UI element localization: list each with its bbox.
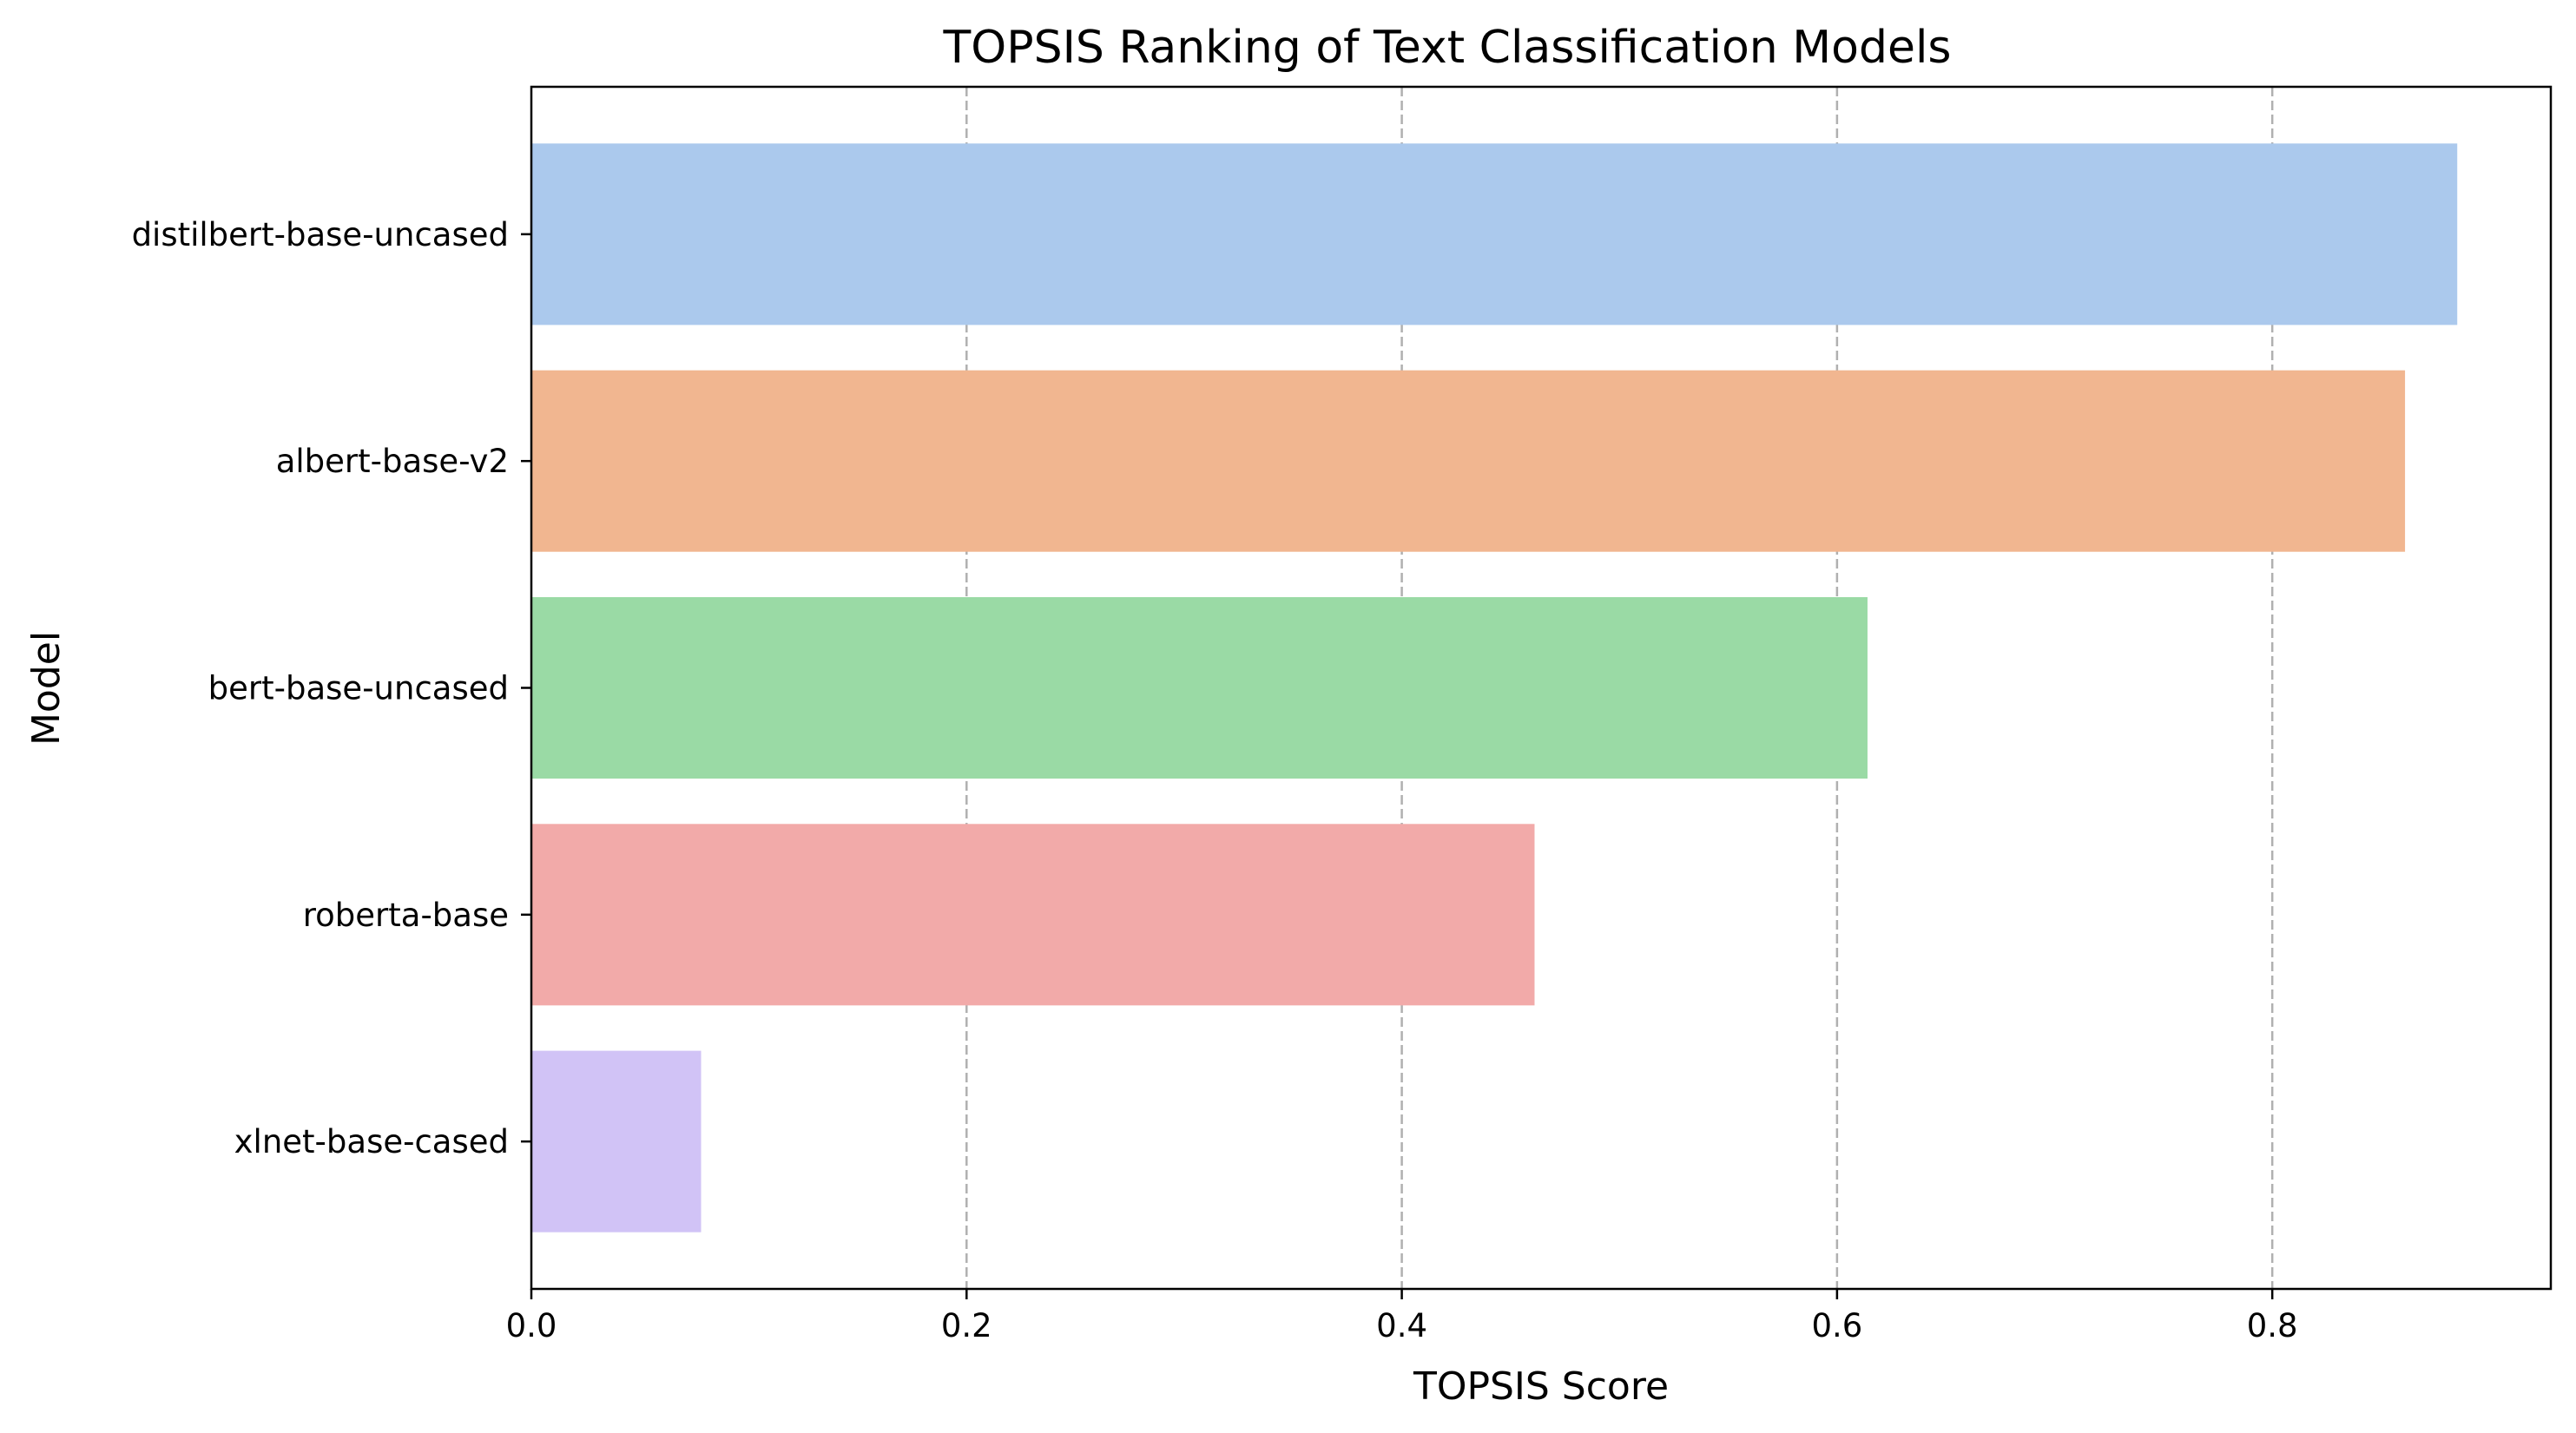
y-tick-label: bert-base-uncased <box>208 670 509 707</box>
x-tick-label: 0.6 <box>1811 1307 1862 1344</box>
x-tick-label: 0.2 <box>941 1307 992 1344</box>
y-axis-ticks: distilbert-base-uncased albert-base-v2 ber… <box>132 216 531 1160</box>
y-tick-label: xlnet-base-cased <box>234 1123 509 1160</box>
y-tick-label: albert-base-v2 <box>276 443 509 480</box>
chart-title: TOPSIS Ranking of Text Classification Mo… <box>943 22 1952 74</box>
x-tick-label: 0.8 <box>2247 1307 2298 1344</box>
x-axis-label: TOPSIS Score <box>1413 1364 1669 1409</box>
x-tick-label: 0.4 <box>1376 1307 1427 1344</box>
bar-roberta-base <box>531 824 1535 1006</box>
x-tick-label: 0.0 <box>506 1307 557 1344</box>
bars <box>531 143 2458 1233</box>
y-axis-label: Model <box>24 631 69 746</box>
bar-albert-base-v2 <box>531 370 2406 552</box>
bar-distilbert-base-uncased <box>531 143 2458 325</box>
x-axis-ticks: 0.0 0.2 0.4 0.6 0.8 <box>506 1289 2298 1344</box>
bar-xlnet-base-cased <box>531 1050 702 1233</box>
y-tick-label: roberta-base <box>303 897 509 934</box>
y-tick-label: distilbert-base-uncased <box>132 216 509 253</box>
bar-bert-base-uncased <box>531 596 1868 779</box>
